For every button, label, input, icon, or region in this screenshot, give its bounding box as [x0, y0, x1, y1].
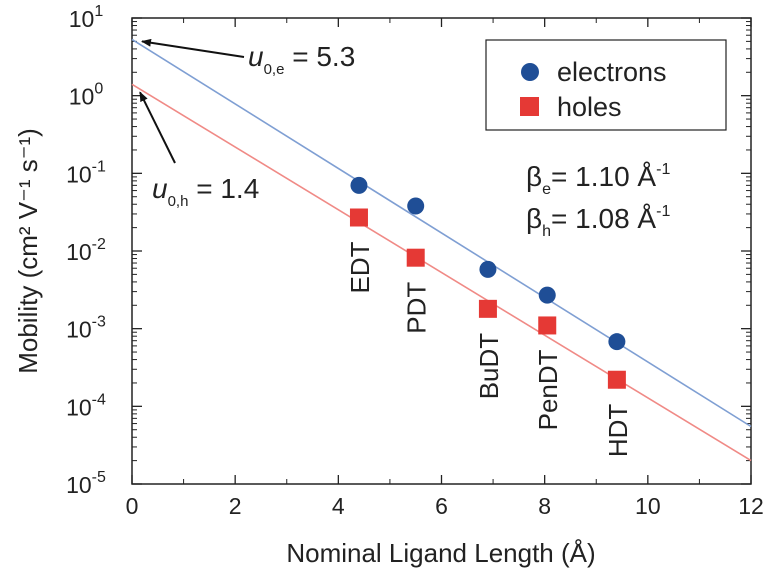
axis-ticks: 0 2 4 6 8 10 12 10-5 10-4 10-3 10-2 10-1 100 101 — [66, 3, 764, 519]
y-tick-label: 100 — [69, 81, 104, 110]
x-axis-title: Nominal Ligand Length (Å) — [286, 538, 595, 568]
hole-intercept-label: u0,h = 1.4 — [152, 173, 259, 210]
ligand-label: BuDT — [474, 333, 504, 400]
x-tick-label: 8 — [538, 493, 551, 519]
x-tick-label: 0 — [126, 493, 139, 519]
legend: electrons holes — [485, 39, 727, 131]
holes-point — [607, 370, 626, 389]
legend-holes-label: holes — [557, 92, 622, 122]
x-tick-label: 2 — [229, 493, 242, 519]
electron-intercept-arrow — [141, 38, 245, 58]
y-tick-label: 10-3 — [66, 314, 106, 343]
x-tick-label: 12 — [738, 493, 764, 519]
holes-point — [538, 316, 557, 335]
electron-intercept-label: u0,e = 5.3 — [248, 41, 355, 78]
ligand-label: EDT — [345, 241, 375, 293]
x-tick-label: 6 — [435, 493, 448, 519]
y-tick-label: 10-5 — [66, 469, 106, 498]
legend-electrons-marker — [521, 63, 539, 81]
y-axis-title: Mobility (cm² V⁻¹ s⁻¹) — [13, 128, 43, 374]
ligand-label: HDT — [603, 404, 633, 458]
y-tick-label: 10-2 — [66, 236, 106, 265]
beta-holes-label: βh= 1.08 Å-1 — [526, 203, 670, 240]
holes-point — [406, 248, 425, 267]
y-tick-label: 10-1 — [66, 158, 106, 187]
legend-electrons-label: electrons — [557, 57, 667, 87]
x-tick-label: 10 — [635, 493, 661, 519]
electrons-point — [538, 286, 556, 304]
ligand-label: PDT — [402, 282, 432, 334]
holes-fit-line — [131, 83, 752, 462]
data-points — [349, 176, 626, 389]
fit-lines — [131, 38, 752, 462]
point-labels: EDT PDT BuDT PenDT HDT — [345, 241, 633, 457]
legend-holes-marker — [520, 97, 539, 116]
holes-point — [478, 299, 497, 318]
electrons-fit-line — [131, 38, 752, 428]
hole-intercept-arrow — [139, 91, 176, 164]
electrons-point — [479, 260, 497, 278]
annotations: u0,e = 5.3 u0,h = 1.4 βe= 1.10 Å-1 βh= 1.08… — [139, 38, 670, 240]
electrons-point — [350, 176, 368, 194]
y-tick-label: 101 — [69, 3, 104, 32]
x-tick-label: 4 — [332, 493, 345, 519]
beta-electrons-label: βe= 1.10 Å-1 — [526, 161, 670, 198]
y-tick-label: 10-4 — [66, 391, 106, 420]
electrons-point — [608, 333, 626, 351]
ligand-label: PenDT — [533, 349, 563, 430]
holes-point — [349, 208, 368, 227]
electrons-point — [407, 197, 425, 215]
